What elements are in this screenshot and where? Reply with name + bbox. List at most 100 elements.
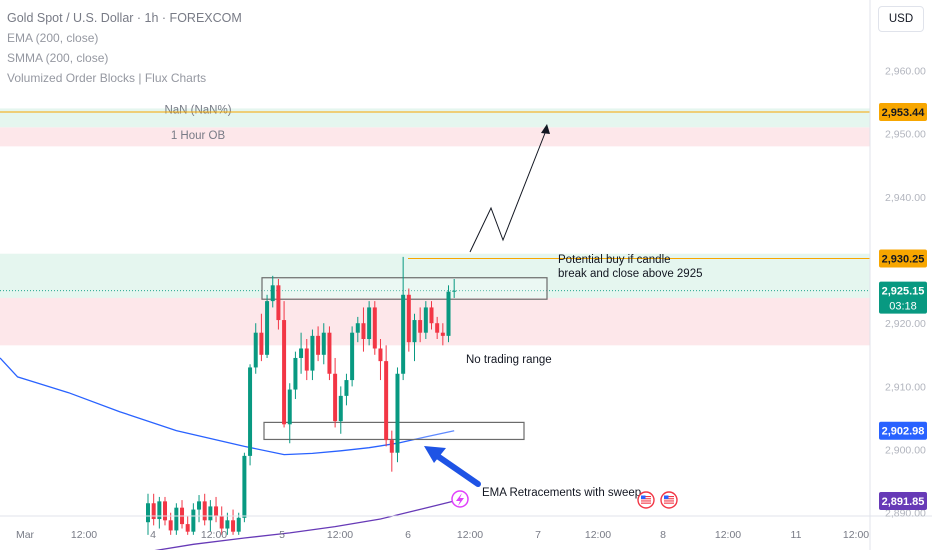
candle (378, 339, 383, 381)
candle-body (276, 285, 281, 321)
last-price-tag[interactable]: 2,925.15 03:18 (879, 281, 927, 314)
candle (440, 323, 445, 346)
candle (299, 332, 304, 374)
flag-stripe (641, 498, 651, 500)
indicator-smma[interactable]: SMMA (200, close) (7, 51, 109, 65)
candle (151, 493, 156, 526)
indicator-order-blocks[interactable]: Volumized Order Blocks | Flux Charts (7, 71, 207, 85)
time-tick-label: 12:00 (715, 529, 741, 541)
candle-body (293, 357, 298, 390)
flag-stripe (664, 502, 674, 504)
flash-event-icon[interactable] (451, 490, 469, 508)
candle (367, 301, 372, 346)
candle (180, 500, 185, 529)
smma-price-tag[interactable]: 2,891.85 (879, 492, 927, 511)
candle-body (225, 520, 230, 529)
candle-body (372, 307, 377, 349)
projection-arrowhead (541, 124, 550, 134)
candle (293, 351, 298, 400)
time-tick-label: 6 (405, 529, 411, 541)
order-block-bearish (0, 127, 870, 147)
range-boxes (261, 277, 548, 441)
candle-body (310, 335, 315, 371)
candle (146, 493, 150, 535)
time-tick-label: 7 (535, 529, 541, 541)
top-price-tag-text: 2,953.44 (882, 107, 926, 119)
resistance-price-tag[interactable]: 2,930.25 (879, 249, 927, 268)
resistance-price-tag-text: 2,930.25 (882, 253, 925, 265)
flag-stripe (641, 500, 651, 502)
candle-body (389, 440, 394, 453)
buy-note-line2: break and close above 2925 (558, 268, 703, 280)
last-price-text: 2,925.15 (882, 286, 925, 298)
price-tick-label: 2,940.00 (885, 192, 926, 204)
currency-button[interactable]: USD (878, 6, 924, 32)
top-price-tag[interactable]: 2,953.44 (879, 102, 927, 121)
smma-price-tag-bg (879, 492, 927, 511)
flag-stripe (664, 500, 674, 502)
time-tick-label: 12:00 (843, 529, 869, 541)
candle-body (418, 320, 423, 333)
candle (270, 275, 275, 308)
candle (412, 313, 417, 362)
candle-body (384, 361, 389, 441)
symbol-title[interactable]: Gold Spot / U.S. Dollar · 1h · FOREXCOM (7, 11, 242, 25)
time-tick-label: 5 (279, 529, 285, 541)
flag-stripe (641, 502, 651, 504)
order-block-zones: NaN (NaN%) 1 Hour OB (0, 104, 870, 346)
candle (276, 279, 281, 330)
flag-canton (664, 495, 669, 499)
candle-body (287, 389, 292, 425)
ema-arrow-shaft (433, 452, 481, 487)
candle-body (197, 501, 202, 510)
candle-body (378, 348, 383, 362)
candle (384, 345, 389, 447)
time-tick-label: 4 (150, 529, 156, 541)
chart-legend: Gold Spot / U.S. Dollar · 1h · FOREXCOM … (7, 8, 242, 88)
candle-body (316, 335, 321, 355)
candle (242, 452, 247, 523)
candle-body (361, 323, 366, 340)
indicator-ema[interactable]: EMA (200, close) (7, 31, 99, 45)
candle-body (242, 455, 247, 518)
candle-body (299, 348, 304, 358)
flag-stripe (641, 496, 651, 498)
candle-body (429, 307, 434, 324)
candle-body (214, 506, 219, 516)
order-block-bullish (0, 108, 870, 128)
candle (350, 326, 355, 387)
flag-circle (637, 491, 655, 509)
price-tick-label: 2,890.00 (885, 508, 926, 520)
ema-price-tag[interactable]: 2,902.98 (879, 421, 927, 440)
us-flag-event-icon[interactable] (660, 491, 678, 509)
candle (202, 493, 207, 526)
candle-body (157, 501, 162, 520)
candle-body (304, 348, 309, 371)
ob-nan-label: NaN (NaN%) (164, 104, 231, 116)
candle-body (452, 290, 457, 292)
candle-body (395, 373, 400, 453)
candle (446, 285, 451, 343)
price-tick-label: 2,960.00 (885, 66, 926, 78)
candle-body (168, 520, 173, 531)
candle (395, 367, 400, 463)
candle-body (231, 520, 236, 532)
candle (406, 288, 411, 352)
candle-body (446, 291, 451, 336)
time-tick-label: 12:00 (201, 529, 227, 541)
candle-body (406, 294, 411, 343)
us-flag-event-icon[interactable] (637, 491, 655, 509)
candle (163, 496, 168, 526)
price-labels: 2,953.44 2,930.25 2,925.15 03:18 2,902.98 2,8… (879, 102, 927, 511)
candle-body (440, 332, 445, 336)
lower-range-box[interactable] (263, 421, 525, 441)
candle-body (265, 301, 270, 355)
time-tick-label: Mar (16, 529, 35, 541)
candle-body (344, 380, 349, 396)
candle-body (333, 373, 338, 422)
range-note: No trading range (466, 354, 552, 366)
candle-body (191, 509, 196, 532)
